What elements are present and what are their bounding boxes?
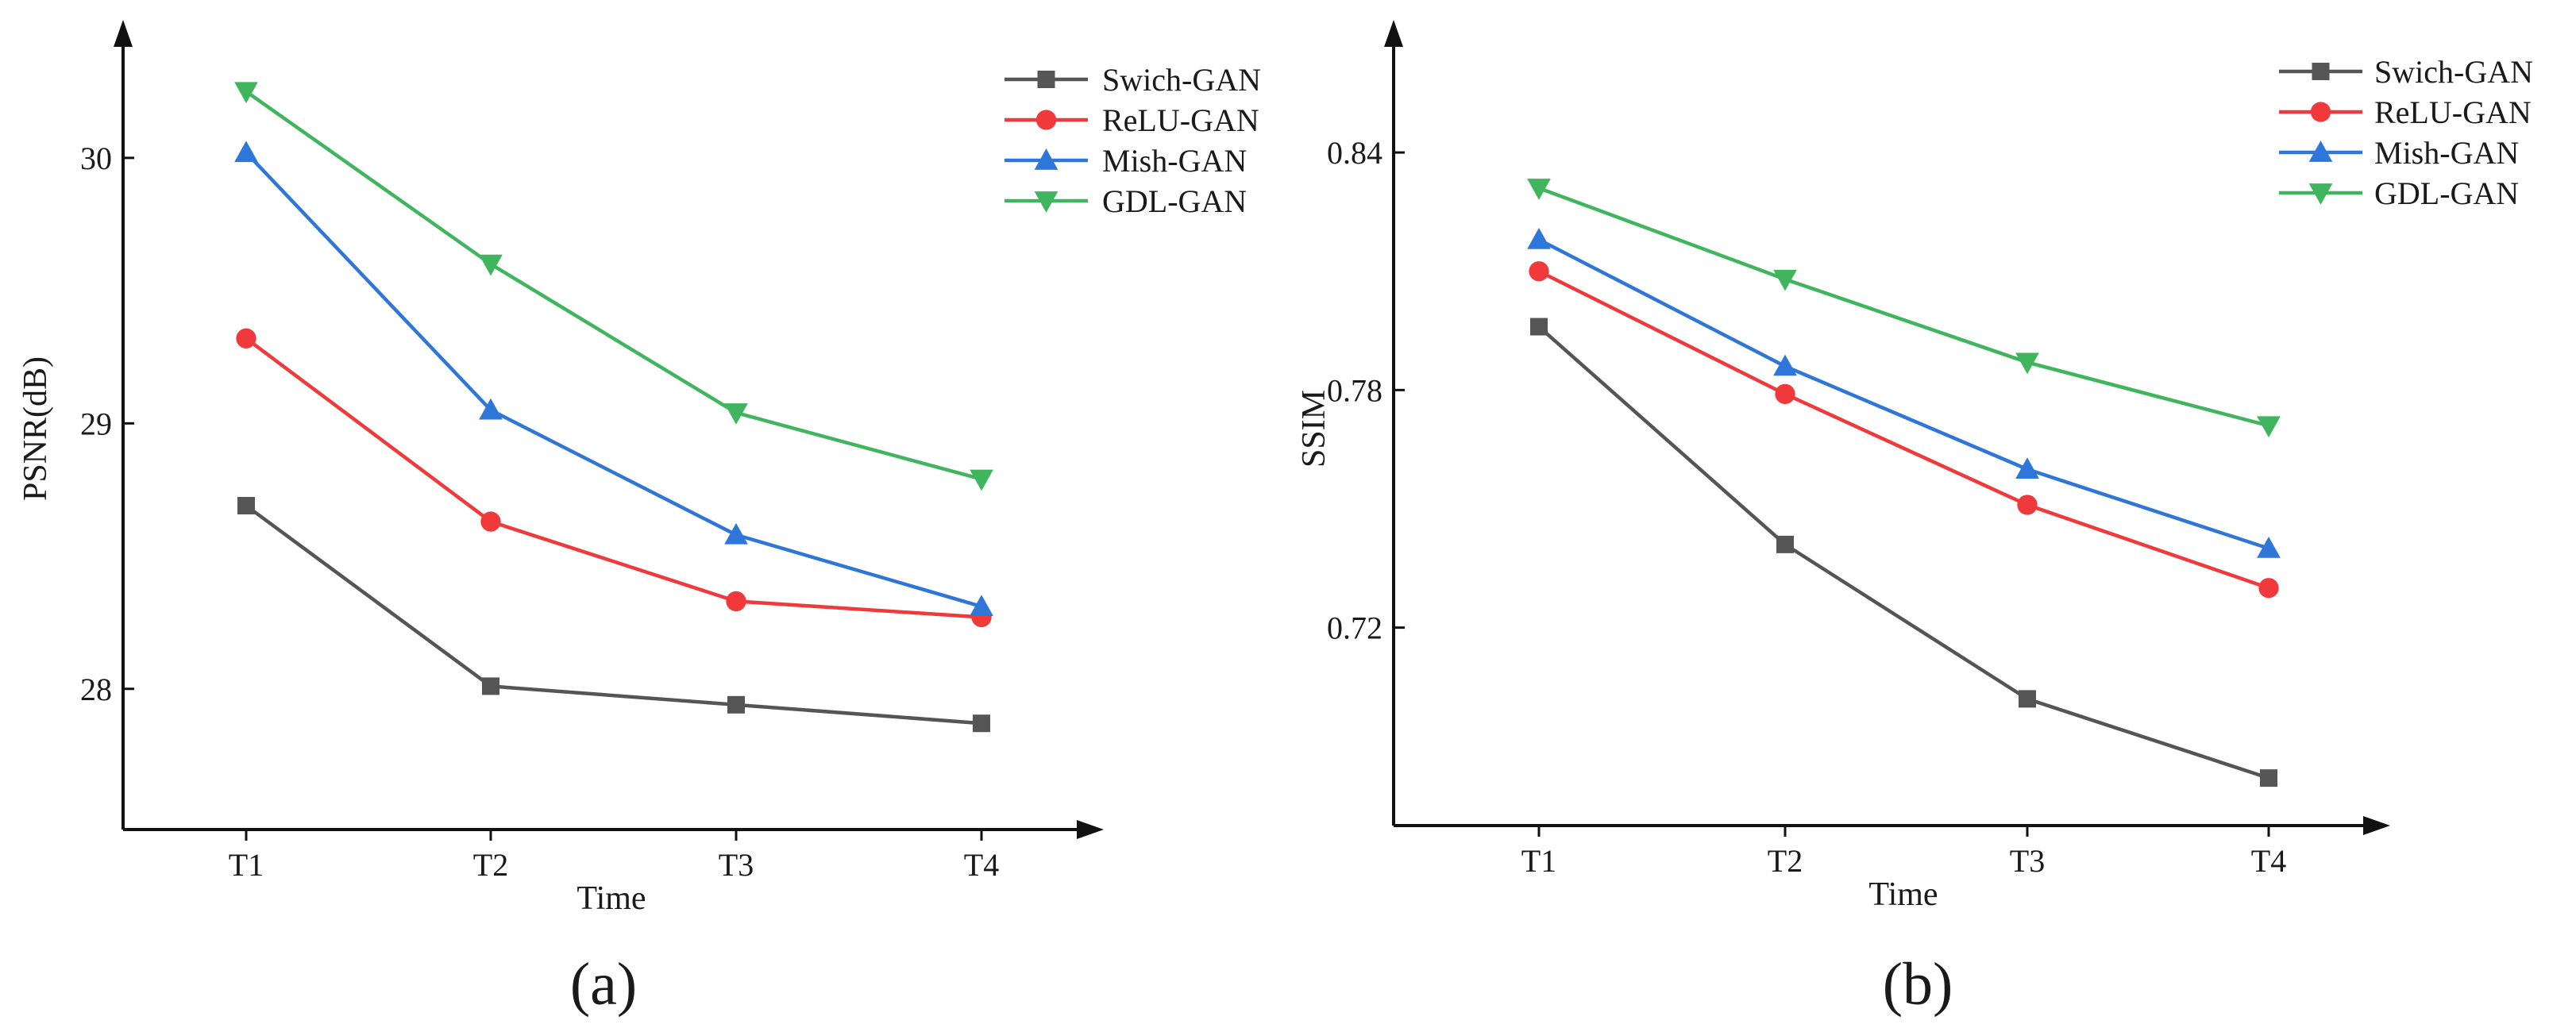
point-b-swich-gan-t1 [1530,318,1548,336]
legend-label-a-2: Mish-GAN [1102,143,1247,179]
x-tick-label-b-2: T3 [2010,843,2045,879]
point-a-gdl-gan-t2 [479,254,503,276]
legend-marker-b-2 [2308,141,2333,162]
y-tick-label-a-2: 30 [80,141,112,176]
x-axis-arrow-a [1077,820,1104,839]
x-tick-label-a-2: T3 [719,847,754,883]
point-b-relu-gan-t1 [1529,261,1549,282]
point-a-mish-gan-t2 [479,398,503,420]
legend-label-b-1: ReLU-GAN [2374,94,2532,130]
legend-label-b-0: Swich-GAN [2374,54,2533,90]
point-b-gdl-gan-t1 [1527,179,1551,200]
point-a-gdl-gan-t3 [724,403,748,425]
point-a-gdl-gan-t1 [234,82,258,104]
point-b-relu-gan-t2 [1775,383,1795,404]
point-b-swich-gan-t3 [2019,690,2036,708]
point-a-mish-gan-t4 [970,595,993,616]
point-b-relu-gan-t4 [2258,578,2279,599]
x-tick-label-b-3: T4 [2251,843,2286,879]
y-axis-arrow-b [1384,20,1403,47]
point-a-swich-gan-t3 [727,695,745,714]
legend-label-b-3: GDL-GAN [2374,175,2519,211]
y-axis-arrow-a [114,20,133,47]
point-a-swich-gan-t4 [973,714,990,733]
y-tick-label-a-1: 29 [80,406,112,441]
point-b-mish-gan-t2 [1773,354,1797,376]
point-b-mish-gan-t1 [1527,227,1551,249]
legend-label-b-2: Mish-GAN [2374,135,2519,171]
series-line-b-mish-gan [1537,237,2269,550]
panel-b-chart: (b) 0.72 0.78 0.84 T1 T2 T3 T4 Time SSIM Swich-GA… [1296,20,2533,1018]
y-tick-label-a-0: 28 [80,672,112,707]
y-axis-title-b: SSIM [1296,390,1332,468]
legend-label-a-3: GDL-GAN [1102,183,1247,219]
legend-label-a-0: Swich-GAN [1102,62,1261,98]
panel-a-chart: (a) 28 29 30 T1 T2 T3 T4 Time PSNR(dB) Swich-GAN R… [17,20,1261,1018]
series-line-a-mish-gan [245,151,982,609]
panel-a-caption: (a) [570,951,637,1018]
y-tick-label-b-0: 0.72 [1327,610,1382,646]
point-b-gdl-gan-t4 [2257,416,2281,438]
y-tick-label-b-1: 0.78 [1327,372,1382,408]
legend-marker-a-3 [1034,191,1059,213]
point-a-relu-gan-t1 [236,328,256,348]
legend-marker-b-3 [2308,183,2333,205]
x-tick-label-a-0: T1 [229,847,264,883]
point-b-mish-gan-t3 [2015,457,2039,479]
point-b-gdl-gan-t3 [2015,352,2039,375]
point-b-mish-gan-t4 [2257,537,2281,558]
point-a-mish-gan-t1 [234,141,258,163]
panel-b-caption: (b) [1883,951,1953,1018]
legend-marker-b-1 [2310,102,2331,122]
x-tick-label-a-1: T2 [473,847,508,883]
x-tick-label-b-0: T1 [1521,843,1556,879]
series-line-a-relu-gan [245,337,982,619]
legend-marker-b-0 [2312,63,2330,80]
point-a-relu-gan-t3 [726,591,746,612]
y-axis-title-a: PSNR(dB) [17,356,54,501]
legend-marker-a-0 [1037,71,1055,88]
point-b-swich-gan-t2 [1776,535,1794,553]
series-line-b-gdl-gan [1538,186,2269,428]
series-line-a-gdl-gan [245,90,982,481]
legend-marker-a-1 [1035,110,1057,130]
point-a-mish-gan-t3 [724,522,748,545]
series-line-a-swich-gan [245,504,982,726]
point-b-relu-gan-t3 [2017,495,2038,515]
point-b-swich-gan-t4 [2260,769,2277,787]
legend-marker-a-2 [1034,148,1059,170]
point-a-gdl-gan-t4 [970,469,993,491]
x-axis-title-b: Time [1868,876,1938,913]
x-tick-label-a-3: T4 [964,847,999,883]
series-line-b-swich-gan [1537,325,2269,780]
series-line-b-relu-gan [1537,269,2269,590]
x-axis-title-a: Time [577,880,646,917]
point-a-swich-gan-t2 [482,677,499,695]
point-a-relu-gan-t2 [480,511,501,532]
legend-label-a-1: ReLU-GAN [1102,102,1259,138]
y-tick-label-b-2: 0.84 [1327,135,1382,171]
x-tick-label-b-1: T2 [1768,843,1803,879]
point-a-swich-gan-t1 [237,497,255,514]
point-b-gdl-gan-t2 [1773,269,1797,291]
x-axis-arrow-b [2363,816,2390,835]
